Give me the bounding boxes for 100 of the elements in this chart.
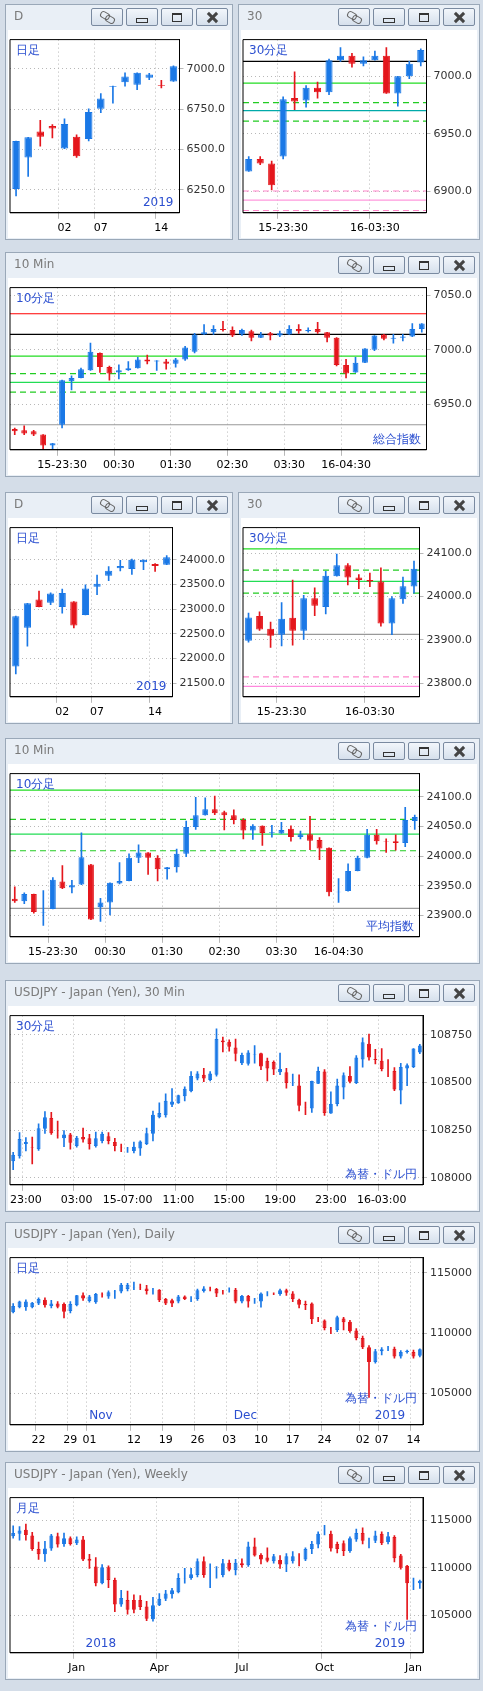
y-tick-label: 23000.0 bbox=[179, 602, 226, 615]
candlestick bbox=[87, 1134, 92, 1150]
candlestick bbox=[335, 1078, 340, 1107]
candlestick bbox=[49, 1300, 54, 1309]
candlestick bbox=[233, 1288, 238, 1304]
candlestick bbox=[392, 1535, 397, 1563]
candlestick bbox=[36, 1541, 41, 1560]
annotation: 2019 bbox=[135, 678, 167, 693]
candlestick bbox=[211, 795, 218, 815]
candlestick bbox=[49, 1533, 54, 1551]
x-tick-label: 02 bbox=[355, 1433, 370, 1447]
chart-title: USDJPY - Japan (Yen), Daily bbox=[14, 1227, 175, 1241]
annotation: 月足 bbox=[16, 1500, 40, 1515]
annotation: 2019 bbox=[374, 1407, 406, 1422]
y-tick-label: 23800.0 bbox=[426, 676, 473, 690]
annotation: 30分足 bbox=[249, 530, 289, 545]
x-tick-label: Jan bbox=[403, 1661, 422, 1675]
candlestick bbox=[144, 1600, 149, 1621]
annotation: 10分足 bbox=[16, 776, 56, 791]
chart-title: 30 bbox=[247, 497, 263, 511]
candlestick bbox=[119, 1590, 124, 1607]
candlestick bbox=[227, 1039, 232, 1052]
x-tick-label: 07 bbox=[90, 705, 105, 719]
candlestick bbox=[246, 1541, 251, 1567]
y-tick-label: 23900.0 bbox=[426, 908, 473, 922]
annotation: Nov bbox=[89, 1407, 113, 1422]
candlestick bbox=[354, 1328, 359, 1341]
y-tick-label: 6750.0 bbox=[186, 102, 226, 116]
candlestick bbox=[355, 574, 363, 590]
y-tick-label: 110000 bbox=[430, 1325, 473, 1339]
x-tick-label: 19:00 bbox=[264, 1193, 296, 1207]
candlestick bbox=[265, 1057, 270, 1082]
candlestick bbox=[195, 1558, 200, 1578]
annotation: 平均指数 bbox=[365, 918, 414, 933]
y-tick-label: 24000.0 bbox=[426, 589, 473, 603]
chart-title: USDJPY - Japan (Yen), 30 Min bbox=[14, 985, 185, 999]
x-tick-label: 00:30 bbox=[94, 945, 126, 959]
candlestick bbox=[176, 1094, 181, 1104]
candlestick bbox=[93, 1293, 98, 1304]
candlestick bbox=[392, 1067, 397, 1091]
x-tick-label: 07 bbox=[93, 221, 108, 235]
candlestick bbox=[341, 1540, 346, 1556]
annotation: 為替・ドル円 bbox=[345, 1390, 418, 1405]
candlestick bbox=[119, 1283, 124, 1294]
x-tick-label: 15-07:00 bbox=[102, 1193, 153, 1207]
candlestick bbox=[252, 1537, 257, 1557]
annotation: 2019 bbox=[374, 1635, 406, 1650]
x-tick-label: 01:30 bbox=[159, 458, 192, 472]
y-tick-label: 115000 bbox=[430, 1265, 473, 1279]
chart-title: 10 Min bbox=[14, 743, 55, 757]
x-tick-label: 23:00 bbox=[10, 1193, 42, 1207]
candlestick bbox=[30, 1532, 35, 1551]
x-tick-label: 14 bbox=[406, 1433, 421, 1447]
annotation: 2018 bbox=[85, 1635, 117, 1650]
x-tick-label: 23:00 bbox=[315, 1193, 347, 1207]
x-tick-label: 14 bbox=[148, 705, 163, 719]
x-tick-label: 03 bbox=[222, 1433, 237, 1447]
candlestick bbox=[284, 1553, 289, 1572]
x-tick-label: 11:00 bbox=[162, 1193, 195, 1207]
candlestick bbox=[341, 1072, 346, 1100]
x-tick-label: 03:30 bbox=[273, 458, 306, 472]
candlestick bbox=[144, 1127, 149, 1146]
y-tick-label: 24050.0 bbox=[426, 819, 473, 833]
candlestick bbox=[151, 563, 159, 572]
x-tick-label: 19 bbox=[158, 1433, 173, 1447]
candlestick bbox=[11, 1525, 16, 1539]
y-tick-label: 6950.0 bbox=[433, 396, 473, 410]
x-tick-label: 22 bbox=[31, 1433, 46, 1447]
candlestick bbox=[259, 1292, 263, 1308]
candlestick bbox=[62, 1130, 66, 1147]
candlestick bbox=[201, 1286, 206, 1293]
candlestick bbox=[93, 1557, 98, 1587]
candlestick bbox=[379, 1048, 384, 1072]
candlestick bbox=[290, 1291, 295, 1302]
x-tick-label: 02 bbox=[57, 221, 72, 235]
x-tick-label: 16-04:30 bbox=[321, 458, 371, 472]
x-tick-label: 29 bbox=[63, 1433, 78, 1447]
y-tick-label: 23950.0 bbox=[426, 878, 473, 892]
x-tick-label: 00:30 bbox=[103, 458, 135, 472]
x-tick-label: 01 bbox=[82, 1433, 97, 1447]
candlestick bbox=[176, 1294, 181, 1304]
chart-title: D bbox=[14, 9, 24, 23]
x-tick-label: 02:30 bbox=[208, 945, 241, 959]
y-tick-label: 6500.0 bbox=[186, 142, 226, 156]
candlestick bbox=[367, 1033, 371, 1061]
y-tick-label: 24100.0 bbox=[426, 789, 473, 803]
candlestick bbox=[335, 1315, 340, 1333]
x-tick-label: 17 bbox=[285, 1433, 300, 1447]
candlestick bbox=[360, 1527, 365, 1545]
candlestick bbox=[68, 1536, 73, 1546]
x-tick-label: 02 bbox=[55, 705, 70, 719]
x-tick-label: 16-03:30 bbox=[345, 705, 395, 719]
candlestick bbox=[284, 1288, 289, 1296]
candlestick bbox=[221, 810, 228, 831]
candlestick bbox=[151, 1597, 155, 1622]
x-tick-label: 12 bbox=[126, 1433, 141, 1447]
candlestick bbox=[373, 1349, 378, 1364]
candlestick bbox=[170, 1088, 174, 1107]
chart-title: D bbox=[14, 497, 24, 511]
candlestick bbox=[335, 1541, 340, 1554]
